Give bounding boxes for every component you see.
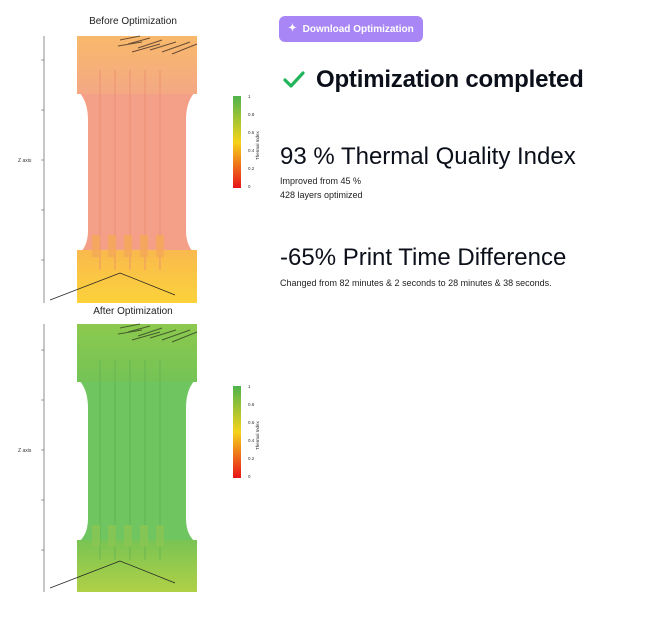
optimization-status: Optimization completed (282, 66, 584, 94)
download-optimization-button[interactable]: ✦ Download Optimization (279, 16, 423, 42)
before-colorbar-tick: 1 (248, 94, 251, 99)
before-colorbar-tick: 0.2 (248, 166, 255, 171)
before-colorbar-tick: 0.8 (248, 112, 255, 117)
status-text: Optimization completed (316, 66, 584, 93)
before-colorbar-tick: 0.4 (248, 148, 255, 153)
after-colorbar-tick: 0.6 (248, 420, 255, 425)
before-colorbar-tick: 0 (248, 184, 251, 189)
sparkle-icon: ✦ (288, 23, 297, 34)
after-part-render (41, 323, 241, 592)
before-plot-title: Before Optimization (89, 16, 177, 27)
before-z-axis-label: Z axis (18, 158, 32, 164)
print-time-title: -65% Print Time Difference (280, 244, 567, 271)
after-colorbar-tick: 1 (248, 384, 251, 389)
check-icon (283, 71, 305, 88)
before-colorbar-label: Thermal Index (255, 131, 260, 160)
after-z-axis-label: Z axis (18, 448, 32, 454)
thermal-quality-improvement: Improved from 45 % (280, 176, 362, 186)
before-part-render (41, 35, 241, 303)
after-colorbar-tick: 0.4 (248, 438, 255, 443)
before-colorbar-tick: 0.6 (248, 130, 255, 135)
after-colorbar-tick: 0.2 (248, 456, 255, 461)
after-colorbar-tick: 0 (248, 474, 251, 479)
after-colorbar-tick: 0.8 (248, 402, 255, 407)
print-time-change: Changed from 82 minutes & 2 seconds to 2… (280, 278, 552, 288)
layers-optimized: 428 layers optimized (280, 190, 363, 200)
after-plot-title: After Optimization (93, 306, 173, 317)
download-optimization-label: Download Optimization (302, 23, 414, 35)
after-colorbar-label: Thermal Index (255, 421, 260, 450)
thermal-quality-title: 93 % Thermal Quality Index (280, 143, 576, 170)
before-visualization: Z axis 1 0.8 0.6 0.4 0.2 0 Thermal Index (0, 30, 260, 320)
after-visualization: Z axis 1 0.8 0.6 0.4 0.2 0 Thermal Index (0, 320, 260, 610)
